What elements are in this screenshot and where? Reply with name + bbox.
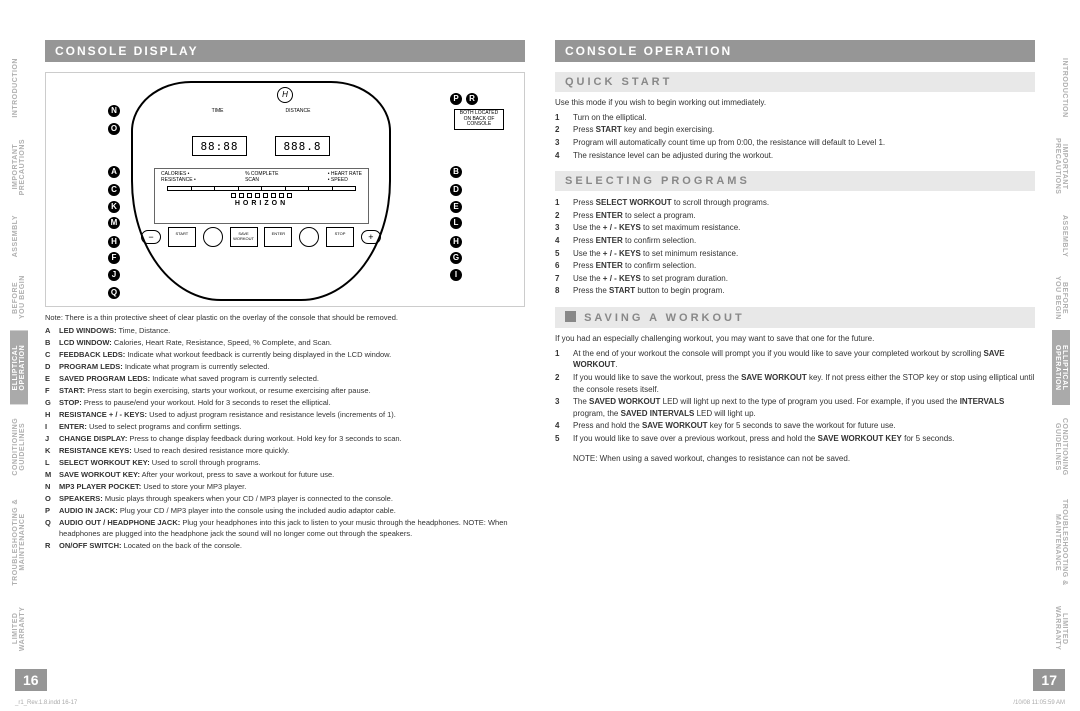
side-tab-assembly[interactable]: ASSEMBLY	[10, 207, 28, 265]
selectList-item-7: 7Use the + / - KEYS to set program durat…	[555, 273, 1035, 285]
lcd-dist: 888.8	[275, 136, 330, 156]
def-L: LSELECT WORKOUT KEY: Used to scroll thro…	[45, 458, 525, 469]
def-D: DPROGRAM LEDS: Indicate what program is …	[45, 362, 525, 373]
selecting-programs-list: 1Press SELECT WORKOUT to scroll through …	[555, 197, 1035, 297]
side-tab-elliptical-operation[interactable]: ELLIPTICAL OPERATION	[1052, 330, 1070, 404]
res-plus: +	[361, 230, 381, 244]
page-number-17: 17	[1033, 669, 1065, 691]
quickList-item-1: 1Turn on the elliptical.	[555, 112, 1035, 124]
console-display-header: CONSOLE DISPLAY	[45, 40, 525, 62]
def-P: PAUDIO IN JACK: Plug your CD / MP3 playe…	[45, 506, 525, 517]
selectList-item-5: 5Use the + / - KEYS to set minimum resis…	[555, 248, 1035, 260]
side-tab-introduction[interactable]: INTRODUCTION	[1052, 50, 1070, 126]
saveList-item-1: 1At the end of your workout the console …	[555, 348, 1035, 371]
quick-start-header: QUICK START	[555, 72, 1035, 92]
selectList-item-6: 6Press ENTER to confirm selection.	[555, 260, 1035, 272]
quickList-item-2: 2Press START key and begin exercising.	[555, 124, 1035, 136]
side-tab-limited-warranty[interactable]: LIMITED WARRANTY	[10, 596, 28, 661]
side-tab-important-precautions[interactable]: IMPORTANT PRECAUTIONS	[1052, 126, 1070, 207]
def-E: ESAVED PROGRAM LEDS: Indicate what saved…	[45, 374, 525, 385]
res-minus: −	[141, 230, 161, 244]
def-K: KRESISTANCE KEYS: Used to reach desired …	[45, 446, 525, 457]
def-A: ALED WINDOWS: Time, Distance.	[45, 326, 525, 337]
side-tabs-right: INTRODUCTIONIMPORTANT PRECAUTIONSASSEMBL…	[1052, 40, 1070, 671]
def-I: IENTER: Used to select programs and conf…	[45, 422, 525, 433]
save-floppy-icon	[565, 311, 576, 322]
side-tab-before-you-begin[interactable]: BEFORE YOU BEGIN	[1052, 265, 1070, 330]
saveList-item-5: 5If you would like to save over a previo…	[555, 433, 1035, 445]
console-illustration: H TIMEDISTANCE 88:88 888.8 CALORIES •RES…	[45, 72, 525, 307]
console-note: Note: There is a thin protective sheet o…	[45, 313, 525, 323]
saveList-item-2: 2If you would like to save the workout, …	[555, 372, 1035, 395]
quickList-item-4: 4The resistance level can be adjusted du…	[555, 150, 1035, 162]
side-tab-troubleshooting-maintenance[interactable]: TROUBLESHOOTING & MAINTENANCE	[1052, 488, 1070, 596]
selectList-item-3: 3Use the + / - KEYS to set maximum resis…	[555, 222, 1035, 234]
page-16: INTRODUCTIONIMPORTANT PRECAUTIONSASSEMBL…	[0, 0, 540, 711]
selectList-item-4: 4Press ENTER to confirm selection.	[555, 235, 1035, 247]
side-tab-before-you-begin[interactable]: BEFORE YOU BEGIN	[10, 265, 28, 330]
page-17: INTRODUCTIONIMPORTANT PRECAUTIONSASSEMBL…	[540, 0, 1080, 711]
saveList-item-4: 4Press and hold the SAVE WORKOUT key for…	[555, 420, 1035, 432]
def-J: JCHANGE DISPLAY: Press to change display…	[45, 434, 525, 445]
def-N: NMP3 PLAYER POCKET: Used to store your M…	[45, 482, 525, 493]
selectList-item-8: 8Press the START button to begin program…	[555, 285, 1035, 297]
selecting-programs-header: SELECTING PROGRAMS	[555, 171, 1035, 191]
side-tab-limited-warranty[interactable]: LIMITED WARRANTY	[1052, 596, 1070, 661]
def-Q: QAUDIO OUT / HEADPHONE JACK: Plug your h…	[45, 518, 525, 539]
saveList-item-3: 3The SAVED WORKOUT LED will light up nex…	[555, 396, 1035, 419]
side-tabs-left: INTRODUCTIONIMPORTANT PRECAUTIONSASSEMBL…	[10, 40, 28, 671]
side-tab-conditioning-guidelines[interactable]: CONDITIONING GUIDELINES	[10, 405, 28, 489]
selectList-item-2: 2Press ENTER to select a program.	[555, 210, 1035, 222]
def-F: FSTART: Press start to begin exercising,…	[45, 386, 525, 397]
left-content: CONSOLE DISPLAY H TIMEDISTANCE 88:88 888…	[45, 40, 525, 681]
def-G: GSTOP: Press to pause/end your workout. …	[45, 398, 525, 409]
side-tab-elliptical-operation[interactable]: ELLIPTICAL OPERATION	[10, 330, 28, 404]
side-tab-conditioning-guidelines[interactable]: CONDITIONING GUIDELINES	[1052, 405, 1070, 489]
side-tab-assembly[interactable]: ASSEMBLY	[1052, 207, 1070, 265]
def-M: MSAVE WORKOUT KEY: After your workout, p…	[45, 470, 525, 481]
definitions-list: ALED WINDOWS: Time, Distance.BLCD WINDOW…	[45, 326, 525, 551]
selectList-item-1: 1Press SELECT WORKOUT to scroll through …	[555, 197, 1035, 209]
page-number-16: 16	[15, 669, 47, 691]
side-tab-troubleshooting-maintenance[interactable]: TROUBLESHOOTING & MAINTENANCE	[10, 488, 28, 596]
def-R: RON/OFF SWITCH: Located on the back of t…	[45, 541, 525, 552]
side-tab-important-precautions[interactable]: IMPORTANT PRECAUTIONS	[10, 126, 28, 207]
def-O: OSPEAKERS: Music plays through speakers …	[45, 494, 525, 505]
saving-workout-list: 1At the end of your workout the console …	[555, 348, 1035, 445]
quick-start-list: 1Turn on the elliptical.2Press START key…	[555, 112, 1035, 161]
quickList-item-3: 3Program will automatically count time u…	[555, 137, 1035, 149]
def-B: BLCD WINDOW: Calories, Heart Rate, Resis…	[45, 338, 525, 349]
side-tab-introduction[interactable]: INTRODUCTION	[10, 50, 28, 126]
saving-workout-header: SAVING A WORKOUT	[555, 307, 1035, 328]
def-C: CFEEDBACK LEDS: Indicate what workout fe…	[45, 350, 525, 361]
def-H: HRESISTANCE + / - KEYS: Used to adjust p…	[45, 410, 525, 421]
console-operation-header: CONSOLE OPERATION	[555, 40, 1035, 62]
right-content: CONSOLE OPERATION QUICK START Use this m…	[555, 40, 1035, 681]
lcd-time: 88:88	[192, 136, 247, 156]
